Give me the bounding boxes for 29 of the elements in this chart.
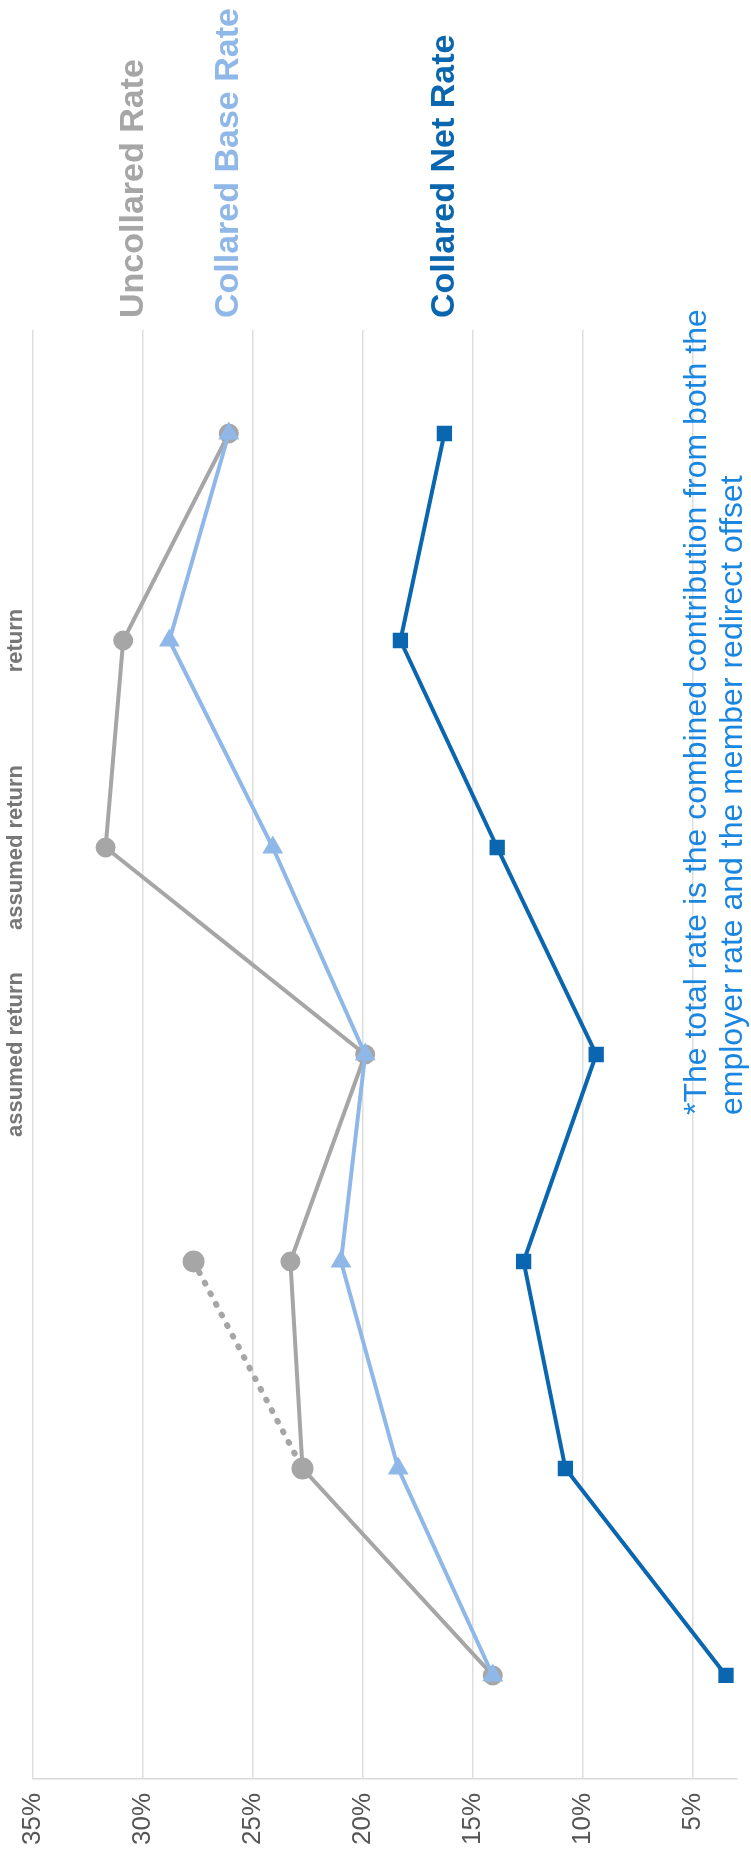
point bbox=[557, 1460, 574, 1477]
x-tick-label: 30% bbox=[126, 1792, 157, 1846]
x-tick-label: 35% bbox=[16, 1792, 47, 1846]
text: Collared Base Rate bbox=[207, 8, 246, 318]
x-tick-label: 5% bbox=[676, 1792, 707, 1831]
y-tick-label: assumed return bbox=[2, 764, 27, 931]
text: Uncollared Rate bbox=[112, 59, 151, 318]
text: Collared Net Rate bbox=[422, 34, 461, 318]
point bbox=[389, 1458, 408, 1475]
point bbox=[160, 630, 179, 647]
point bbox=[332, 1251, 350, 1268]
point bbox=[588, 1046, 604, 1063]
point bbox=[280, 1251, 301, 1272]
y-tick-label: assumed return bbox=[2, 971, 27, 1138]
x-tick-label: 10% bbox=[566, 1792, 597, 1846]
point bbox=[95, 837, 116, 858]
point bbox=[263, 837, 282, 854]
y-tick-label: return bbox=[2, 608, 27, 673]
point bbox=[182, 1250, 205, 1273]
x-tick-label: 15% bbox=[456, 1792, 487, 1846]
point bbox=[113, 630, 134, 651]
point bbox=[436, 425, 453, 442]
x-tick-label: 25% bbox=[236, 1792, 267, 1846]
point bbox=[718, 1667, 734, 1684]
x-tick-label: 20% bbox=[346, 1792, 377, 1846]
annotation: *The total rate is the combined contribution from both the employer rate and the member redirect offset bbox=[677, 309, 749, 1115]
point bbox=[515, 1253, 532, 1270]
point bbox=[392, 632, 409, 649]
point bbox=[489, 839, 505, 856]
